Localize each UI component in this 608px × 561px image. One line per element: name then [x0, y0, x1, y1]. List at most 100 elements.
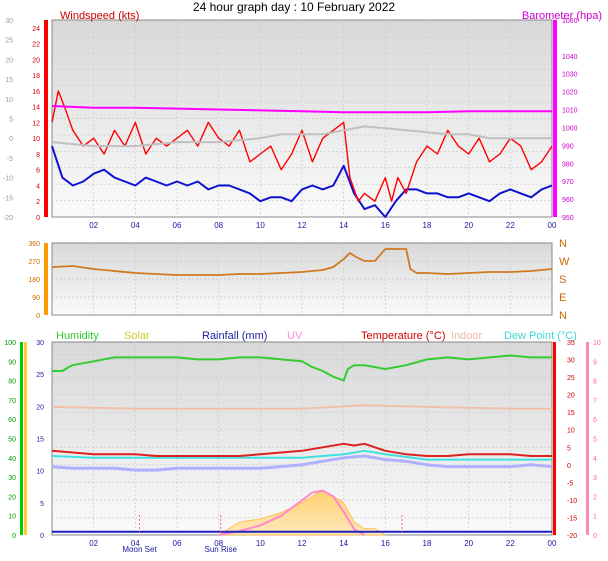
rain-tick-label: 5: [40, 501, 44, 508]
temp-axis-bar: [553, 342, 556, 535]
compass-label: N: [559, 310, 567, 322]
wind-tick-label: 4: [36, 183, 40, 190]
wind-tick-label: 8: [36, 152, 40, 159]
uv-tick-label: 8: [593, 379, 597, 386]
wind-x-tick-label: 02: [89, 221, 98, 230]
uv-tick-label: 5: [593, 437, 597, 444]
rain-tick-label: 25: [36, 372, 44, 379]
humidity-tick-label: 40: [8, 456, 16, 463]
wind-outer-tick-label: -20: [3, 215, 13, 222]
wind-x-tick-label: 22: [506, 221, 515, 230]
temp-tick-label: 5: [567, 445, 571, 452]
legend-label: UV: [287, 330, 303, 342]
humidity-tick-label: 30: [8, 475, 16, 482]
temp-tick-label: 20: [567, 393, 575, 400]
wind-tick-label: 24: [32, 26, 40, 33]
wind-tick-label: 2: [36, 199, 40, 206]
pressure-tick-label: 1000: [562, 125, 578, 132]
humidity-tick-label: 70: [8, 398, 16, 405]
wind-tick-label: 22: [32, 42, 40, 49]
uv-tick-label: 1: [593, 514, 597, 521]
pressure-tick-label: 1020: [562, 90, 578, 97]
wind-tick-label: 0: [36, 215, 40, 222]
direction-tick-label: 0: [36, 313, 40, 320]
temp-tick-label: 15: [567, 410, 575, 417]
temp-tick-label: 30: [567, 358, 575, 365]
series-line-pressure: [51, 105, 552, 114]
wind-tick-label: 14: [32, 105, 40, 112]
series-line-humidity: [52, 354, 552, 382]
humidity-tick-label: 80: [8, 379, 16, 386]
humidity-tick-label: 20: [8, 494, 16, 501]
pressure-tick-label: 980: [562, 161, 574, 168]
temp-x-tick-label: 22: [506, 539, 515, 548]
pressure-axis-bar: [553, 20, 557, 217]
wind-x-tick-label: 14: [339, 221, 348, 230]
wind-x-tick-label: 20: [464, 221, 473, 230]
uv-tick-label: 10: [593, 340, 601, 347]
uv-tick-label: 7: [593, 398, 597, 405]
wind-outer-tick-label: -10: [3, 176, 13, 183]
wind-x-tick-label: 12: [298, 221, 307, 230]
pressure-tick-label: 970: [562, 179, 574, 186]
temp-x-tick-label: 18: [423, 539, 432, 548]
rain-tick-label: 30: [36, 340, 44, 347]
wind-outer-tick-label: 15: [5, 77, 13, 84]
temp-tick-label: -5: [567, 480, 573, 487]
wind-outer-tick-label: -15: [3, 195, 13, 202]
solar-axis-bar: [24, 342, 27, 535]
legend-label: Solar: [124, 330, 150, 342]
series-line-indoor: [51, 404, 552, 410]
uv-tick-label: 6: [593, 417, 597, 424]
wind-x-tick-label: 16: [381, 221, 390, 230]
series-line-dew_point: [51, 449, 552, 461]
direction-axis-bar: [44, 243, 48, 315]
temp-x-tick-label: 12: [298, 539, 307, 548]
wind-outer-tick-label: -5: [7, 156, 13, 163]
uv-tick-label: 0: [593, 533, 597, 540]
temp-tick-label: 0: [567, 463, 571, 470]
wind-outer-tick-label: 0: [9, 136, 13, 143]
temp-x-tick-label: 08: [214, 539, 223, 548]
compass-label: N: [559, 238, 567, 250]
wind-x-tick-label: 08: [214, 221, 223, 230]
temp-x-tick-label: 20: [464, 539, 473, 548]
temp-tick-label: -10: [567, 498, 577, 505]
series-line-outdoor_temp_top: [51, 125, 552, 148]
pressure-tick-label: 1030: [562, 72, 578, 79]
uv-tick-label: 2: [593, 494, 597, 501]
uv-axis-bar: [586, 342, 589, 535]
event-label: Sun Rise: [205, 545, 238, 554]
temp-tick-label: 35: [567, 340, 575, 347]
uv-tick-label: 3: [593, 475, 597, 482]
wind-x-tick-label: 04: [131, 221, 140, 230]
rain-tick-label: 10: [36, 469, 44, 476]
humidity-tick-label: 90: [8, 359, 16, 366]
chart-title: 24 hour graph day : 10 February 2022: [193, 0, 395, 14]
rain-tick-label: 20: [36, 404, 44, 411]
wind-axis-bar: [44, 20, 48, 217]
temp-x-tick-label: 00: [548, 539, 557, 548]
legend-label: Humidity: [56, 330, 99, 342]
temp-x-tick-label: 10: [256, 539, 265, 548]
wind-x-tick-label: 18: [423, 221, 432, 230]
wind-outer-tick-label: 20: [5, 57, 13, 64]
pressure-tick-label: 960: [562, 197, 574, 204]
event-label: Moon Set: [122, 545, 157, 554]
compass-label: S: [559, 274, 566, 286]
rain-tick-label: 0: [40, 533, 44, 540]
temp-x-tick-label: 02: [89, 539, 98, 548]
pressure-tick-label: 1010: [562, 108, 578, 115]
series-line-wind_gust: [51, 90, 553, 202]
wind-tick-label: 6: [36, 168, 40, 175]
series-line-wind_chill: [51, 454, 553, 472]
temp-x-tick-label: 14: [339, 539, 348, 548]
wind-x-tick-label: 10: [256, 221, 265, 230]
series-line-uv: [218, 489, 365, 536]
pressure-tick-label: 950: [562, 215, 574, 222]
direction-tick-label: 180: [28, 277, 40, 284]
wind-tick-label: 12: [32, 120, 40, 127]
wind-outer-tick-label: 25: [5, 38, 13, 45]
humidity-tick-label: 50: [8, 437, 16, 444]
